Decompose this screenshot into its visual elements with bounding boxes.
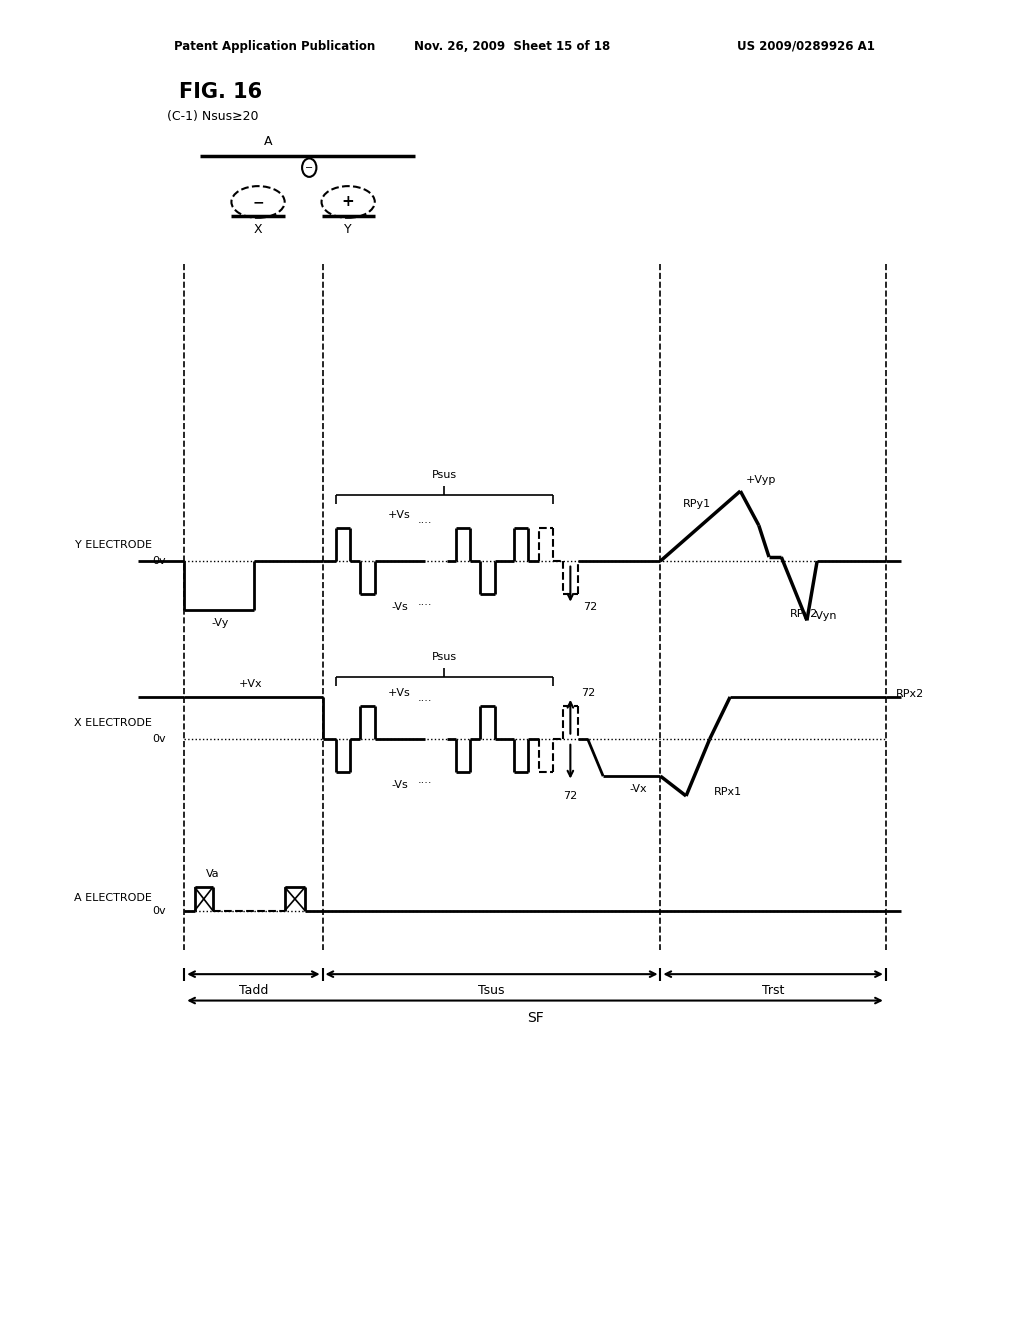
Text: 0v: 0v [153, 906, 166, 916]
Text: Tadd: Tadd [239, 983, 268, 997]
Text: Tsus: Tsus [478, 983, 505, 997]
Text: Nov. 26, 2009  Sheet 15 of 18: Nov. 26, 2009 Sheet 15 of 18 [414, 40, 610, 53]
Text: Trst: Trst [762, 983, 784, 997]
Text: −: − [305, 162, 313, 173]
Text: +Vs: +Vs [388, 688, 411, 698]
Text: FIG. 16: FIG. 16 [179, 82, 262, 103]
Text: US 2009/0289926 A1: US 2009/0289926 A1 [737, 40, 876, 53]
Text: +: + [342, 194, 354, 210]
Text: SF: SF [526, 1011, 544, 1024]
Text: +Vx: +Vx [239, 678, 263, 689]
Text: RPx1: RPx1 [714, 787, 741, 797]
Text: 72: 72 [581, 688, 595, 698]
Text: RPx2: RPx2 [896, 689, 925, 700]
Text: A ELECTRODE: A ELECTRODE [74, 892, 152, 903]
Text: 72: 72 [563, 791, 578, 801]
Text: −: − [252, 195, 264, 209]
Text: 72: 72 [583, 602, 597, 612]
Text: +Vyp: +Vyp [745, 475, 776, 486]
Text: ....: .... [418, 515, 432, 525]
Text: 0v: 0v [153, 734, 166, 744]
Text: -Vy: -Vy [212, 618, 228, 628]
Text: RPy1: RPy1 [683, 499, 711, 510]
Text: -Vs: -Vs [391, 602, 408, 612]
Text: -Vyn: -Vyn [812, 611, 837, 622]
Text: Patent Application Publication: Patent Application Publication [174, 40, 376, 53]
Ellipse shape [231, 186, 285, 218]
Ellipse shape [322, 186, 375, 218]
Text: Psus: Psus [432, 652, 457, 663]
Text: ....: .... [418, 597, 432, 607]
Text: Psus: Psus [432, 470, 457, 480]
Text: X ELECTRODE: X ELECTRODE [74, 718, 152, 729]
Text: -Vs: -Vs [391, 780, 408, 791]
Text: 0v: 0v [153, 556, 166, 566]
Text: Y ELECTRODE: Y ELECTRODE [75, 540, 152, 550]
Text: +Vs: +Vs [388, 510, 411, 520]
Text: (C-1) Nsus≥20: (C-1) Nsus≥20 [167, 110, 258, 123]
Text: A: A [264, 135, 272, 148]
Text: Va: Va [206, 869, 220, 879]
Text: -Vx: -Vx [629, 784, 647, 795]
Text: Y: Y [344, 223, 352, 236]
Text: ....: .... [418, 693, 432, 704]
Text: X: X [254, 223, 262, 236]
Text: RPy2: RPy2 [790, 609, 818, 619]
Text: ....: .... [418, 775, 432, 785]
